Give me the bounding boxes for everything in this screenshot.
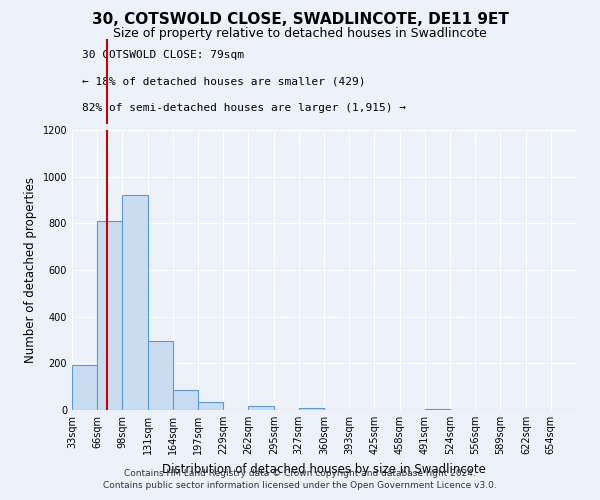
Text: 30 COTSWOLD CLOSE: 79sqm: 30 COTSWOLD CLOSE: 79sqm (82, 50, 244, 60)
Y-axis label: Number of detached properties: Number of detached properties (24, 177, 37, 363)
Bar (299, 408, 324, 410)
Bar (72, 364, 97, 410)
Text: Size of property relative to detached houses in Swadlincote: Size of property relative to detached ho… (113, 28, 487, 40)
Bar (425, 409, 451, 410)
Bar (173, 390, 199, 410)
Text: ← 18% of detached houses are smaller (429): ← 18% of detached houses are smaller (42… (82, 76, 366, 86)
Text: 30, COTSWOLD CLOSE, SWADLINCOTE, DE11 9ET: 30, COTSWOLD CLOSE, SWADLINCOTE, DE11 9E… (92, 12, 508, 28)
Text: Contains public sector information licensed under the Open Government Licence v3: Contains public sector information licen… (103, 481, 497, 490)
Bar (148, 341, 173, 410)
Bar (199, 402, 223, 410)
Bar (97, 221, 122, 410)
X-axis label: Distribution of detached houses by size in Swadlincote: Distribution of detached houses by size … (162, 462, 486, 475)
Bar (122, 196, 148, 410)
Text: 82% of semi-detached houses are larger (1,915) →: 82% of semi-detached houses are larger (… (82, 102, 406, 113)
Bar (248, 406, 274, 410)
Text: Contains HM Land Registry data © Crown copyright and database right 2024.: Contains HM Land Registry data © Crown c… (124, 468, 476, 477)
